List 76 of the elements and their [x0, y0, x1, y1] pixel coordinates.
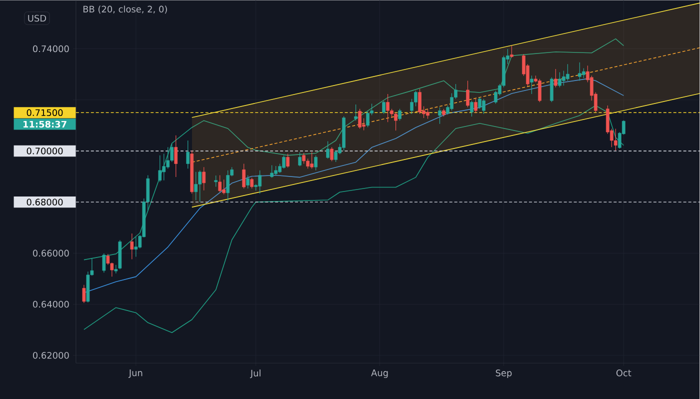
candlestick — [166, 146, 170, 169]
y-axis-title: USD — [28, 14, 46, 22]
candlestick — [438, 106, 442, 124]
candlestick — [274, 166, 278, 176]
candlestick — [398, 108, 402, 121]
candlestick — [134, 236, 138, 258]
ref-line-label: 0.71500 — [26, 109, 63, 116]
candlestick — [366, 111, 370, 128]
candlestick — [130, 233, 134, 260]
candlestick — [450, 92, 454, 111]
line-series — [84, 38, 624, 260]
candlestick — [194, 172, 198, 201]
candlestick — [222, 179, 226, 195]
candlestick — [550, 77, 554, 102]
x-tick-label: Aug — [371, 370, 388, 378]
candlestick — [258, 170, 262, 194]
candlestick — [482, 98, 486, 114]
candlestick — [558, 72, 562, 88]
candlestick — [310, 152, 314, 169]
candlestick — [530, 75, 534, 94]
candlestick — [414, 90, 418, 107]
candlestick — [286, 153, 290, 168]
candlestick — [386, 94, 390, 122]
candlestick — [186, 140, 190, 169]
candlestick — [250, 178, 254, 189]
candlestick — [158, 155, 162, 182]
candlestick — [394, 112, 398, 131]
candlestick — [226, 170, 230, 202]
y-tick-label: 0.64000 — [32, 300, 69, 308]
y-tick-label: 0.62000 — [32, 352, 69, 359]
candlestick — [358, 108, 362, 130]
candlestick — [218, 174, 222, 192]
candlestick — [82, 284, 86, 304]
candlestick — [326, 140, 330, 159]
candlestick — [174, 135, 178, 178]
candlestick — [306, 158, 310, 169]
candlestick — [578, 62, 582, 82]
candlestick — [562, 70, 566, 86]
x-tick-label: Jun — [128, 370, 142, 378]
annotation: BB (20, close, 2, 0) — [83, 6, 167, 14]
candlestick — [426, 108, 430, 120]
candlestick — [466, 80, 470, 108]
candlestick — [282, 155, 286, 169]
candlestick — [198, 170, 202, 202]
candlestick — [614, 128, 618, 151]
candlestick — [582, 68, 586, 78]
candlestick — [566, 64, 570, 82]
candlestick — [298, 152, 302, 167]
y-tick-label: 0.74000 — [32, 45, 69, 52]
candlestick — [470, 100, 474, 117]
x-tick-label: Sep — [496, 370, 512, 378]
candlestick — [354, 104, 358, 121]
candlestick — [242, 163, 246, 189]
candlestick — [510, 45, 514, 58]
ref-line-label: 0.70000 — [26, 148, 63, 154]
candlestick — [478, 97, 482, 110]
candlestick — [474, 98, 478, 114]
candlestick — [314, 155, 318, 171]
candlestick — [382, 100, 386, 114]
y-tick-label: 0.66000 — [32, 250, 69, 257]
text: 11:58:37 — [24, 120, 66, 128]
x-tick-label: Oct — [616, 370, 632, 376]
candlestick — [334, 150, 338, 162]
candlestick — [554, 68, 558, 88]
ref-line-label: 0.68000 — [26, 198, 63, 206]
candlestick — [330, 146, 334, 162]
line-series — [84, 105, 624, 334]
candlestick — [302, 152, 306, 164]
candlestick — [538, 78, 542, 102]
candlestick — [270, 164, 274, 178]
candlestick — [418, 88, 422, 114]
candlestick — [214, 175, 218, 188]
candlestick — [246, 174, 250, 189]
candlestick — [202, 166, 206, 191]
x-tick-label: Jul — [250, 370, 260, 378]
candlestick — [102, 253, 106, 273]
